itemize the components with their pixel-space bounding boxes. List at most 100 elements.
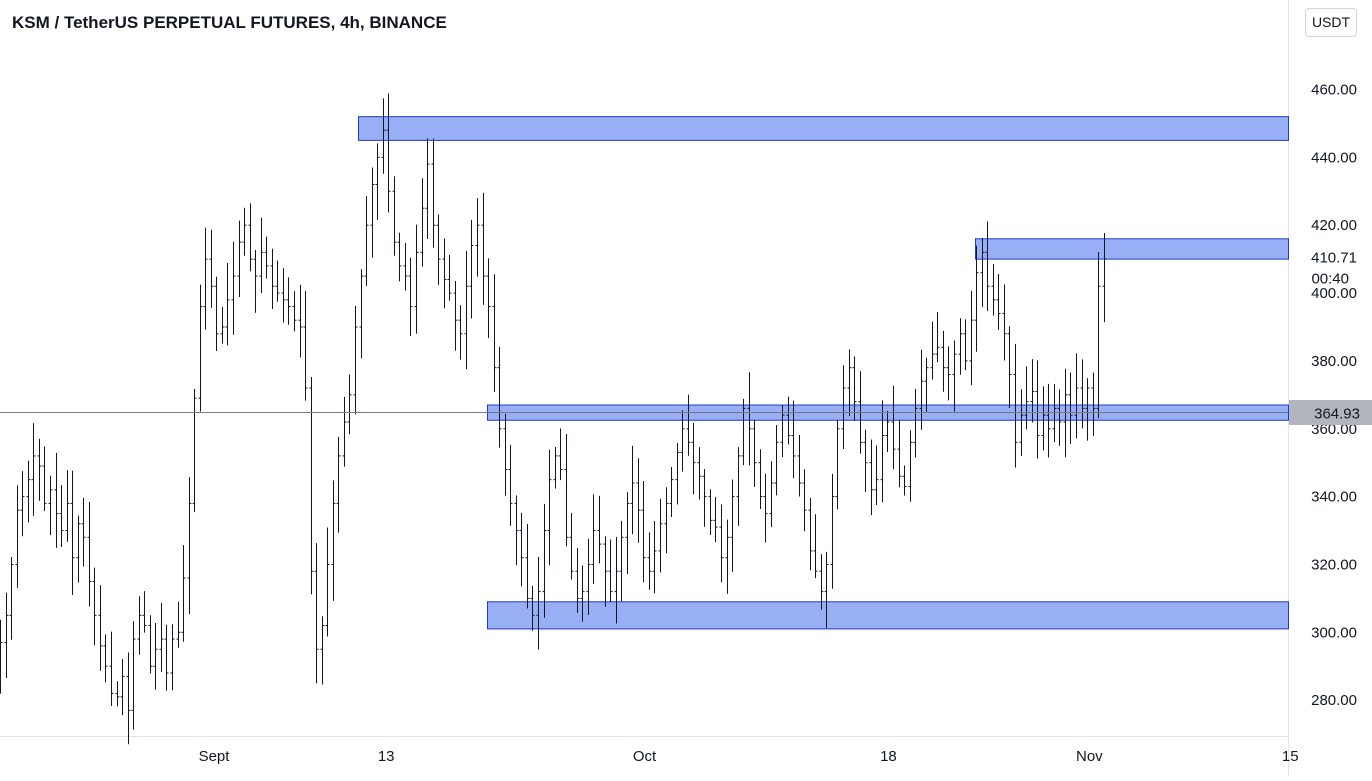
ohlc-bar [763, 473, 768, 543]
ohlc-bar [458, 305, 463, 360]
ohlc-bar [985, 221, 990, 312]
ohlc-bar [941, 330, 946, 392]
ohlc-bar [863, 429, 868, 492]
time-axis[interactable]: 16Sept13Oct18Nov1529 [0, 748, 1372, 765]
ohlc-bar [0, 619, 3, 694]
ohlc-bar [103, 634, 108, 683]
ohlc-bar [708, 489, 713, 535]
ohlc-bar [1019, 389, 1024, 457]
ohlc-bar [730, 479, 735, 572]
ohlc-bar [42, 446, 47, 512]
ohlc-bar [309, 376, 314, 595]
ohlc-bar [48, 475, 53, 536]
ohlc-bar [536, 557, 541, 650]
ohlc-bar [519, 512, 524, 587]
ohlc-bar [481, 192, 486, 305]
chart-title: KSM / TetherUS PERPETUAL FUTURES, 4h, BI… [12, 13, 447, 32]
ohlc-bar [359, 269, 364, 359]
ohlc-bar [1052, 384, 1057, 443]
ohlc-bar [786, 396, 791, 445]
ohlc-bar [408, 257, 413, 336]
ohlc-bar [253, 250, 258, 313]
ohlc-bar [908, 430, 913, 502]
ohlc-bar [797, 435, 802, 497]
price-tick-label: 460.00 [1311, 82, 1357, 99]
ohlc-bar [580, 565, 585, 622]
ohlc-bar [286, 277, 291, 325]
zone-4 [487, 601, 1289, 630]
ohlc-bar [547, 449, 552, 566]
ohlc-bar [924, 357, 929, 413]
ohlc-bar [497, 346, 502, 448]
price-tags: 410.71 00:40 364.93 [1289, 245, 1372, 425]
ohlc-bar [392, 176, 397, 256]
ohlc-bar [713, 496, 718, 543]
ohlc-bar [26, 460, 31, 523]
ohlc-bar [137, 596, 142, 655]
ohlc-bar [203, 227, 208, 330]
ohlc-bar [447, 254, 452, 301]
last-price-tag: 410.71 00:40 [1291, 245, 1371, 288]
ohlc-bar [1046, 383, 1051, 458]
ohlc-bar [791, 400, 796, 479]
time-tick-label: Nov [1076, 748, 1103, 765]
ohlc-bar [946, 346, 951, 401]
ohlc-bar [375, 143, 380, 220]
ohlc-bar [614, 536, 619, 624]
ohlc-bar [436, 214, 441, 285]
price-tick-label: 320.00 [1311, 556, 1357, 573]
ohlc-bar [220, 306, 225, 344]
ohlc-bar [397, 232, 402, 282]
ohlc-bar [952, 340, 957, 412]
ohlc-bar [414, 224, 419, 334]
time-tick-label: 13 [378, 748, 395, 765]
ohlc-bar [65, 470, 70, 542]
ohlc-bar [336, 436, 341, 533]
ohlc-bar [902, 465, 907, 496]
ohlc-bar [880, 400, 885, 503]
ohlc-bar [264, 236, 269, 279]
ohlc-bar [813, 514, 818, 579]
currency-button[interactable]: USDT [1305, 8, 1357, 37]
ohlc-bar [719, 504, 724, 583]
price-tick-label: 300.00 [1311, 624, 1357, 641]
ohlc-bar [958, 318, 963, 375]
ohlc-bar [15, 485, 20, 588]
ohlc-bar [1041, 386, 1046, 451]
ohlc-bar [503, 413, 508, 496]
countdown-label: 00:40 [1311, 271, 1349, 288]
ohlc-bar [780, 405, 785, 458]
ohlc-bar [569, 512, 574, 580]
ohlc-bar [769, 461, 774, 528]
ohlc-bar [725, 519, 730, 594]
ohlc-bar [292, 291, 297, 332]
ohlc-bar [514, 495, 519, 566]
ohlc-bar [131, 621, 136, 730]
ohlc-bar [869, 439, 874, 516]
price-axis[interactable]: 460.00440.00420.00400.00380.00360.00340.… [1311, 82, 1357, 710]
ohlc-bar [237, 220, 242, 297]
ohlc-bar [586, 538, 591, 615]
ohlc-bar [591, 494, 596, 584]
time-tick-label: Sept [199, 748, 231, 765]
ohlc-bar [874, 445, 879, 506]
ohlc-bar [87, 502, 92, 607]
ohlc-bar [564, 433, 569, 547]
ohlc-bar [1030, 359, 1035, 423]
ohlc-bar [353, 306, 358, 415]
ohlc-bar [109, 631, 114, 707]
ohlc-bar [275, 260, 280, 302]
ohlc-bar [619, 520, 624, 602]
ohlc-bar [198, 284, 203, 412]
ohlc-bar [553, 447, 558, 489]
ohlc-bar [214, 276, 219, 351]
ohlc-bar [935, 311, 940, 363]
ohlc-bar [819, 554, 824, 610]
ohlc-bar [669, 466, 674, 518]
ohlc-bar [4, 592, 9, 678]
ohlc-bar [835, 419, 840, 510]
ohlc-bar [469, 219, 474, 319]
crosshair-price-tag: 364.93 [1289, 400, 1372, 425]
ohlc-bar [525, 523, 530, 609]
